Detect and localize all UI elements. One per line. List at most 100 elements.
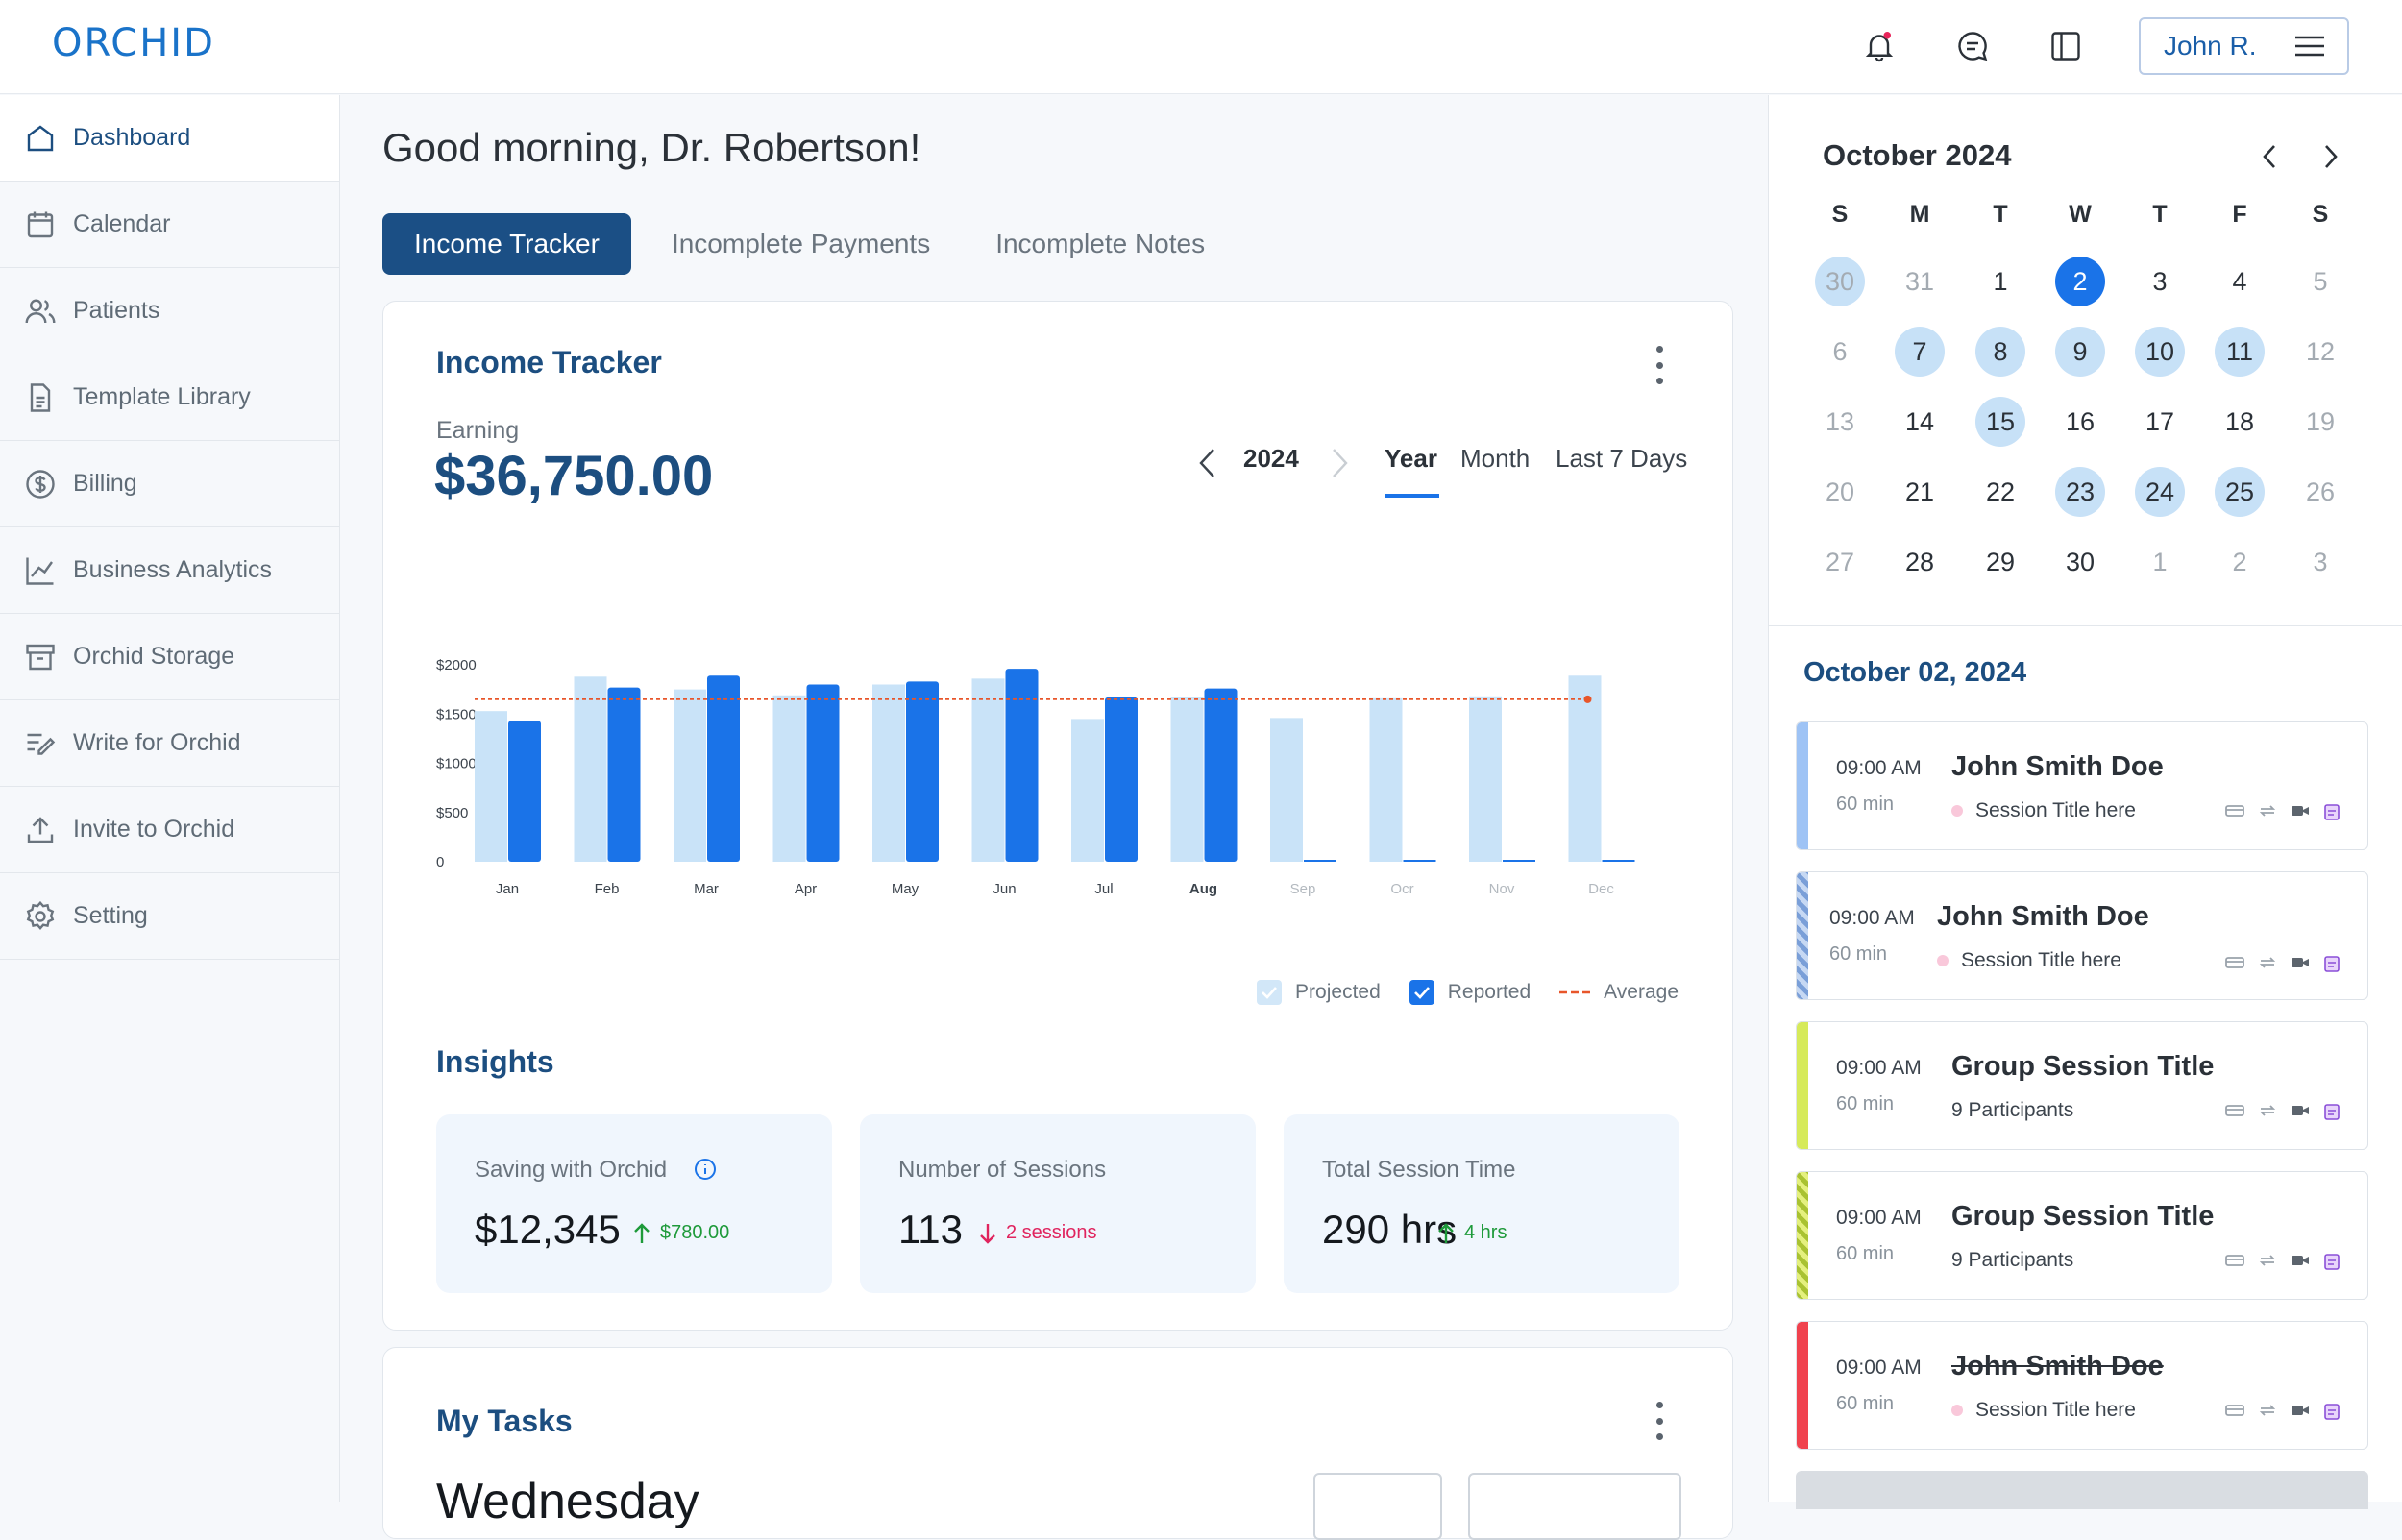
note-icon[interactable] [2323,955,2342,972]
calendar-day[interactable]: 6 [1832,336,1848,366]
legend-average: Average [1559,981,1679,1004]
my-tasks-card: My Tasks Wednesday [382,1347,1733,1540]
period-month-tab[interactable]: Month [1460,444,1531,473]
card-icon[interactable] [2225,803,2244,819]
calendar-day[interactable]: 15 [1975,397,2025,447]
calendar-next-icon[interactable] [2322,143,2340,175]
video-icon[interactable] [2291,1403,2310,1418]
video-icon[interactable] [2291,803,2310,819]
calendar-day[interactable]: 2 [2232,547,2247,576]
notification-bell-icon[interactable] [1860,27,1899,65]
appointment-card[interactable]: 09:00 AM 60 min Group Session Title 9 Pa… [1796,1021,2368,1150]
calendar-day[interactable]: 23 [2055,467,2105,517]
tab-incomplete-notes[interactable]: Incomplete Notes [995,229,1206,258]
calendar-day[interactable]: 28 [1904,547,1935,576]
note-icon[interactable] [2323,1103,2342,1120]
legend-reported[interactable]: Reported [1409,980,1531,1005]
sidebar-item-orchid-storage[interactable]: Orchid Storage [0,614,339,700]
sidebar-item-business-analytics[interactable]: Business Analytics [0,527,339,614]
calendar-day[interactable]: 1 [1993,266,2008,296]
calendar-day[interactable]: 3 [2152,266,2168,296]
calendar-day[interactable]: 30 [2065,547,2096,576]
weekday-label: S [1831,201,1849,228]
calendar-day[interactable]: 1 [2152,547,2168,576]
panel-toggle-icon[interactable] [2047,27,2085,65]
calendar-day[interactable]: 7 [1895,327,1945,377]
sidebar-item-template-library[interactable]: Template Library [0,354,339,441]
appointment-card-partial[interactable] [1796,1471,2368,1509]
repeat-icon[interactable] [2258,1403,2277,1418]
note-icon[interactable] [2323,1403,2342,1420]
sidebar-item-dashboard[interactable]: Dashboard [0,95,339,182]
next-year-icon[interactable] [1330,448,1349,483]
prev-year-icon[interactable] [1198,448,1217,483]
video-icon[interactable] [2291,955,2310,970]
sidebar-item-setting[interactable]: Setting [0,873,339,960]
card-icon[interactable] [2225,1253,2244,1268]
sidebar-item-invite-to-orchid[interactable]: Invite to Orchid [0,787,339,873]
calendar-day[interactable]: 25 [2215,467,2265,517]
repeat-icon[interactable] [2258,955,2277,970]
more-options-icon[interactable] [1654,346,1664,384]
appointment-color-bar [1797,1322,1808,1449]
appointment-card[interactable]: 09:00 AM 60 min John Smith Doe Session T… [1796,1321,2368,1450]
video-icon[interactable] [2291,1103,2310,1118]
appointment-card[interactable]: 09:00 AM 60 min John Smith Doe Session T… [1796,721,2368,850]
note-icon[interactable] [2323,803,2342,820]
task-filter-select[interactable] [1313,1473,1442,1540]
card-icon[interactable] [2225,955,2244,970]
sidebar-item-patients[interactable]: Patients [0,268,339,354]
calendar-day[interactable]: 11 [2215,327,2265,377]
calendar-day[interactable]: 5 [2313,266,2328,296]
chat-icon[interactable] [1953,27,1992,65]
period-year-tab[interactable]: Year [1385,444,1437,473]
video-icon[interactable] [2291,1253,2310,1268]
orchid-logo[interactable]: ORCHID [52,21,215,65]
calendar-day[interactable]: 26 [2305,477,2336,506]
calendar-day[interactable]: 29 [1985,547,2016,576]
calendar-prev-icon[interactable] [2261,143,2278,175]
calendar-day[interactable]: 19 [2305,406,2336,436]
tab-income-tracker[interactable]: Income Tracker [382,213,631,275]
hamburger-icon [2295,36,2324,57]
calendar-day[interactable]: 20 [1825,477,1855,506]
calendar-day[interactable]: 14 [1904,406,1935,436]
repeat-icon[interactable] [2258,1103,2277,1118]
calendar-day[interactable]: 3 [2313,547,2328,576]
calendar-day[interactable]: 4 [2232,266,2247,296]
user-menu-button[interactable]: John R. [2139,17,2349,75]
calendar-day[interactable]: 24 [2135,467,2185,517]
sidebar-item-label: Calendar [73,210,171,237]
calendar-day[interactable]: 27 [1825,547,1855,576]
appointment-action-icons [2212,955,2342,972]
calendar-day[interactable]: 31 [1904,266,1935,296]
more-options-icon[interactable] [1654,1402,1664,1440]
legend-projected[interactable]: Projected [1257,980,1381,1005]
sidebar-item-calendar[interactable]: Calendar [0,182,339,268]
sidebar-item-billing[interactable]: Billing [0,441,339,527]
calendar-day[interactable]: 22 [1985,477,2016,506]
repeat-icon[interactable] [2258,803,2277,819]
repeat-icon[interactable] [2258,1253,2277,1268]
info-icon[interactable] [694,1158,717,1181]
period-last7-tab[interactable]: Last 7 Days [1556,444,1688,473]
task-date-field[interactable] [1468,1473,1681,1540]
appointment-card[interactable]: 09:00 AM 60 min Group Session Title 9 Pa… [1796,1171,2368,1300]
calendar-day[interactable]: 17 [2145,406,2175,436]
sidebar-item-write-for-orchid[interactable]: Write for Orchid [0,700,339,787]
calendar-day[interactable]: 10 [2135,327,2185,377]
calendar-day[interactable]: 18 [2224,406,2255,436]
tab-incomplete-payments[interactable]: Incomplete Payments [671,229,931,258]
calendar-day[interactable]: 9 [2055,327,2105,377]
appointment-card[interactable]: 09:00 AM 60 min John Smith Doe Session T… [1796,871,2368,1000]
calendar-day[interactable]: 12 [2305,336,2336,366]
calendar-day[interactable]: 30 [1815,257,1865,306]
card-icon[interactable] [2225,1103,2244,1118]
calendar-day[interactable]: 21 [1904,477,1935,506]
note-icon[interactable] [2323,1253,2342,1270]
calendar-day[interactable]: 13 [1825,406,1855,436]
card-icon[interactable] [2225,1403,2244,1418]
calendar-day[interactable]: 8 [1975,327,2025,377]
calendar-day[interactable]: 2 [2055,257,2105,306]
calendar-day[interactable]: 16 [2065,406,2096,436]
